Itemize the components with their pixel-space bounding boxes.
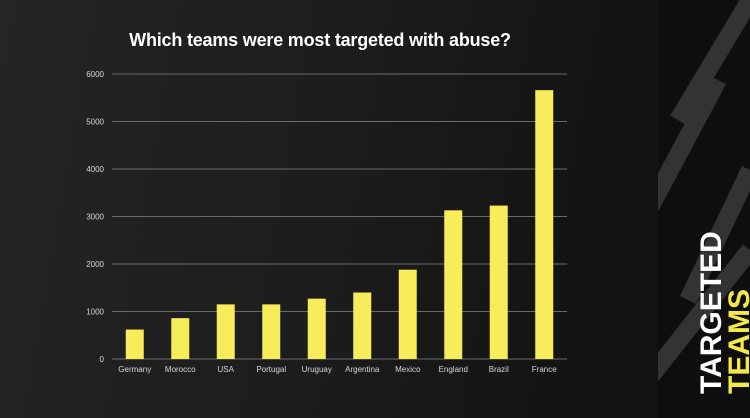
y-tick-label: 5000 [86, 118, 104, 127]
side-label-line2: TEAMS [723, 289, 750, 394]
side-panel: TARGETED TEAMS [658, 0, 750, 418]
diagonal-stripe [670, 0, 750, 125]
side-label: TARGETED TEAMS [695, 231, 750, 394]
diagonal-stripes-decoration [658, 0, 750, 382]
diagonal-stripe [658, 244, 750, 382]
x-tick-label: USA [218, 365, 235, 374]
y-tick-label: 2000 [86, 260, 104, 269]
x-tick-label: Portugal [256, 365, 286, 374]
bar [307, 298, 326, 359]
x-tick-label: Mexico [395, 365, 421, 374]
diagonal-stripe [658, 75, 726, 212]
bar [353, 292, 372, 359]
x-tick-label: Uruguay [302, 365, 332, 374]
side-label-line1: TARGETED [695, 231, 728, 394]
x-tick-label: France [532, 365, 557, 374]
y-tick-label: 0 [100, 355, 105, 364]
x-tick-label: Brazil [489, 365, 509, 374]
bar [489, 205, 508, 359]
y-tick-label: 6000 [86, 70, 104, 79]
bar [398, 269, 417, 359]
diagonal-stripe [679, 166, 750, 304]
y-tick-label: 3000 [86, 213, 104, 222]
bar [444, 210, 463, 359]
chart-title: Which teams were most targeted with abus… [129, 30, 511, 50]
y-tick-label: 1000 [86, 308, 104, 317]
bar [216, 304, 235, 359]
y-tick-label: 4000 [86, 165, 104, 174]
bar [535, 90, 554, 360]
bar [171, 318, 190, 359]
x-tick-label: Germany [118, 365, 151, 374]
x-tick-label: Argentina [345, 365, 380, 374]
bar [125, 329, 144, 359]
bar [262, 304, 281, 359]
x-tick-label: England [439, 365, 468, 374]
x-tick-label: Morocco [165, 365, 196, 374]
bar-chart: 0 1000 2000 3000 4000 5000 6000 Germany Morocco U… [86, 70, 567, 374]
